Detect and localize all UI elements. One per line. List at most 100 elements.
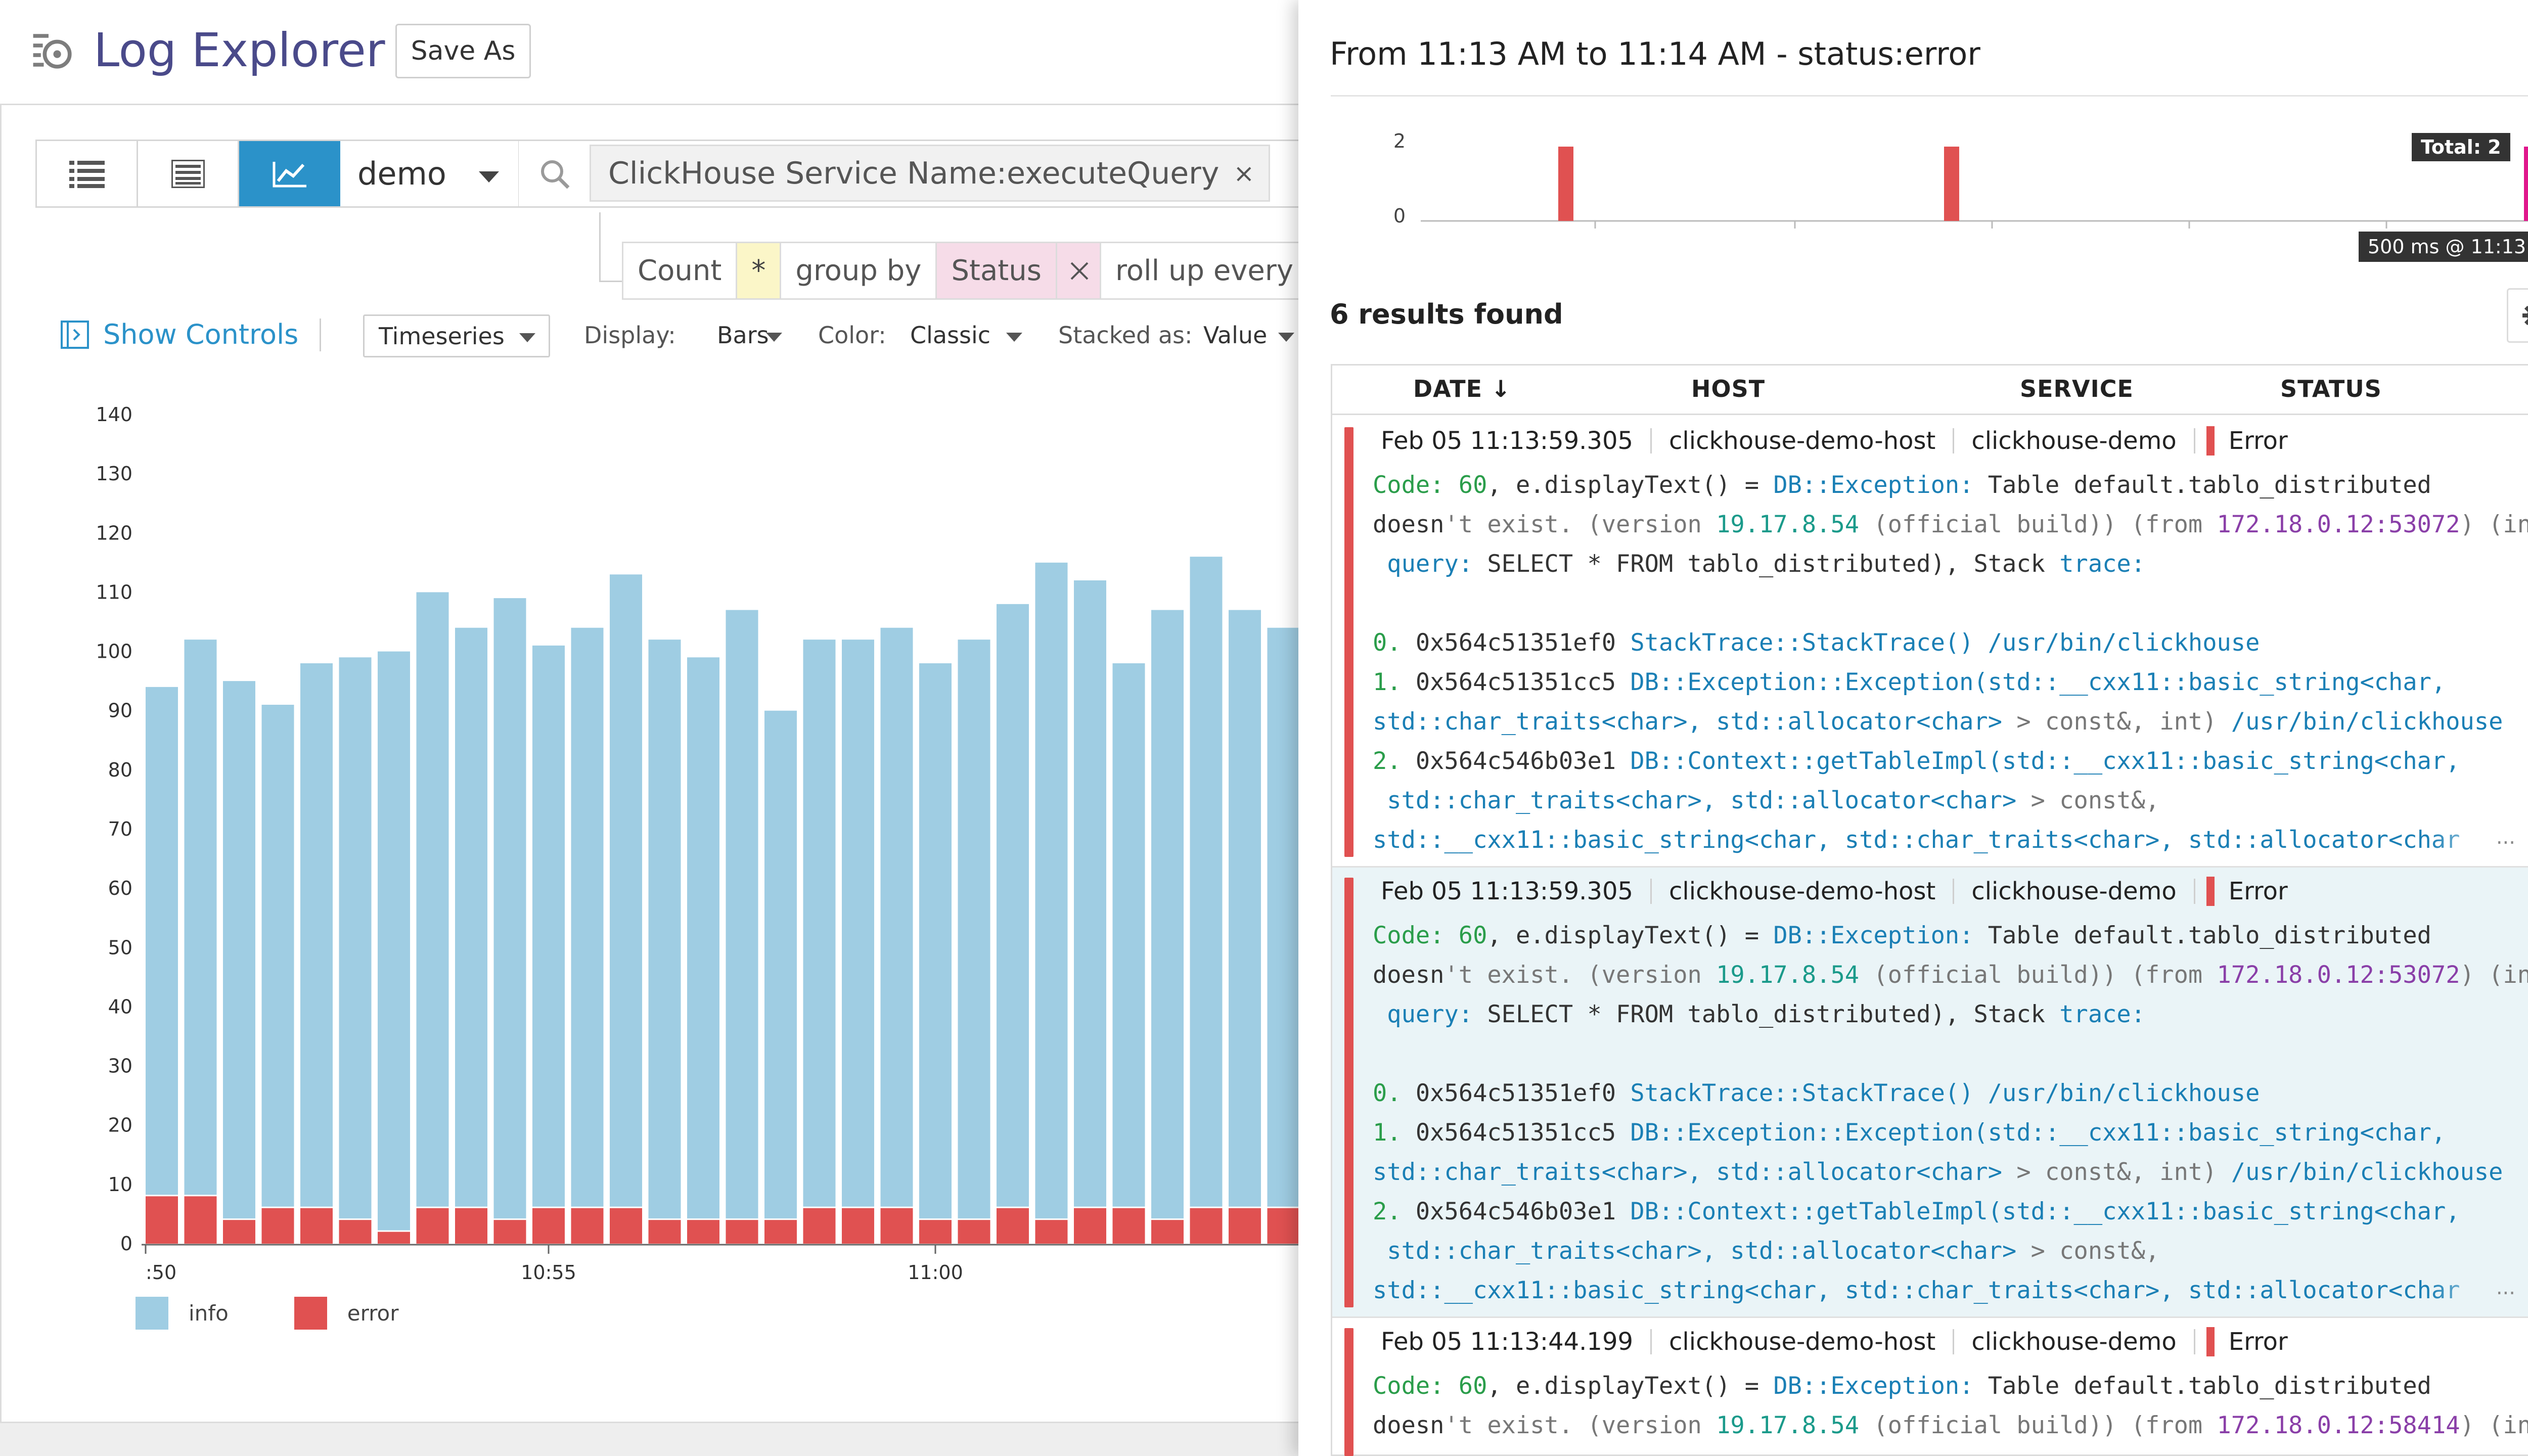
patterns-view-button[interactable]: [138, 141, 239, 206]
bar-info: [1190, 557, 1223, 1207]
bar-error: [493, 1220, 526, 1244]
visualization-select[interactable]: Timeseries: [363, 314, 550, 357]
legend-swatch: [136, 1297, 168, 1330]
y-tick-label: 140: [96, 403, 132, 426]
bar-error: [223, 1220, 255, 1244]
gear-icon: [2522, 305, 2528, 326]
legend-item-info[interactable]: info: [136, 1297, 229, 1330]
log-service: clickhouse-demo: [1971, 877, 2177, 905]
index-value: demo: [357, 155, 446, 192]
bar-error: [958, 1220, 990, 1244]
group-by-value[interactable]: Status: [935, 243, 1056, 298]
status-indicator: [1344, 1328, 1353, 1456]
hist-bar-hovered: [2524, 147, 2528, 221]
list-icon: [69, 160, 105, 188]
log-row[interactable]: Feb 05 11:13:44.199 clickhouse-demo-host…: [1332, 1318, 2528, 1456]
bar-error: [880, 1208, 913, 1244]
save-as-button[interactable]: Save As: [395, 24, 531, 78]
expand-ellipsis[interactable]: ...: [2496, 826, 2515, 849]
bar-error: [571, 1208, 604, 1244]
column-header-service[interactable]: SERVICE: [2020, 375, 2134, 402]
hist-y-tick-2: 2: [1393, 130, 1406, 152]
histogram-tooltip-time: 500 ms @ 11:13:59: [2359, 232, 2528, 262]
bar-info: [958, 640, 990, 1219]
bar-error: [378, 1232, 410, 1244]
stacked-select[interactable]: Value: [1203, 322, 1268, 349]
log-row[interactable]: Feb 05 11:13:59.305 clickhouse-demo-host…: [1332, 868, 2528, 1317]
bar-info: [184, 640, 217, 1195]
bar-info: [610, 574, 642, 1207]
y-tick-label: 50: [108, 936, 132, 959]
bar-error: [803, 1208, 836, 1244]
index-select[interactable]: demo: [340, 140, 520, 208]
y-tick-label: 100: [96, 641, 132, 663]
error-histogram: 2 0: [1393, 130, 2528, 229]
bar-info: [455, 627, 487, 1207]
panel-title: From 11:13 AM to 11:14 AM - status:error: [1330, 35, 1980, 72]
log-row[interactable]: Feb 05 11:13:59.305 clickhouse-demo-host…: [1332, 417, 2528, 867]
display-select[interactable]: Bars: [717, 322, 769, 349]
bar-error: [300, 1208, 333, 1244]
table-settings-button[interactable]: [2507, 288, 2528, 343]
query-chip[interactable]: ClickHouse Service Name:executeQuery ×: [590, 145, 1271, 202]
expand-ellipsis[interactable]: ...: [2496, 1276, 2515, 1299]
legend-item-error[interactable]: error: [294, 1297, 398, 1330]
log-service: clickhouse-demo: [1971, 427, 2177, 455]
color-label: Color:: [818, 322, 886, 349]
column-header-date[interactable]: DATE ↓: [1413, 375, 1511, 402]
bar-info: [997, 604, 1029, 1207]
y-tick-label: 30: [108, 1055, 132, 1077]
status-indicator: [1344, 427, 1353, 857]
bar-error: [842, 1208, 874, 1244]
hist-bar: [1944, 147, 1959, 221]
bar-info: [764, 710, 797, 1219]
y-tick-label: 130: [96, 463, 132, 485]
query-chip-label: ClickHouse Service Name:executeQuery: [608, 155, 1220, 191]
patterns-icon: [171, 159, 205, 188]
show-controls-toggle[interactable]: Show Controls: [61, 318, 298, 350]
bar-error: [764, 1220, 797, 1244]
color-select[interactable]: Classic: [910, 322, 991, 349]
column-header-host[interactable]: HOST: [1691, 375, 1766, 402]
bar-info: [726, 610, 758, 1219]
chevron-down-icon: [766, 333, 782, 342]
timeseries-view-button[interactable]: [239, 141, 340, 206]
y-tick-label: 10: [108, 1173, 132, 1196]
count-function[interactable]: Count * group by Status: [622, 242, 1103, 300]
count-measure[interactable]: *: [736, 243, 782, 298]
log-host: clickhouse-demo-host: [1669, 427, 1936, 455]
column-header-status[interactable]: STATUS: [2280, 375, 2382, 402]
row-divider: [1332, 866, 2528, 868]
log-row-meta: Feb 05 11:13:44.199 clickhouse-demo-host…: [1381, 1327, 2288, 1356]
show-controls-label: Show Controls: [103, 318, 299, 350]
rollup-function[interactable]: roll up every: [1100, 242, 1322, 300]
page-title: Log Explorer: [94, 23, 385, 77]
bar-error: [1267, 1208, 1300, 1244]
log-message: Code: 60, e.displayText() = DB::Exceptio…: [1373, 471, 2528, 854]
bar-info: [223, 681, 255, 1219]
bar-info: [493, 598, 526, 1219]
y-tick-label: 70: [108, 818, 132, 840]
search-icon: [541, 160, 570, 189]
row-divider: [1332, 1316, 2528, 1318]
bar-error: [726, 1220, 758, 1244]
group-by-label: group by: [795, 254, 922, 287]
divider: [320, 318, 321, 351]
close-icon: [1070, 262, 1089, 280]
x-tick-label: :50: [146, 1261, 176, 1284]
remove-group-by-button[interactable]: [1055, 243, 1102, 298]
list-view-button[interactable]: [37, 141, 138, 206]
remove-chip-icon[interactable]: ×: [1233, 158, 1255, 188]
bar-info: [1074, 580, 1106, 1207]
bar-info: [261, 705, 294, 1207]
bar-error: [416, 1208, 449, 1244]
y-tick-label: 0: [120, 1233, 132, 1255]
legend-label: info: [189, 1301, 229, 1326]
hist-y-tick-0: 0: [1393, 205, 1406, 227]
view-toggle: [35, 140, 342, 208]
y-tick-label: 40: [108, 995, 132, 1018]
bar-info: [919, 663, 952, 1219]
chart-legend: info error: [136, 1297, 464, 1330]
log-message: Code: 60, e.displayText() = DB::Exceptio…: [1373, 1372, 2528, 1439]
chevron-down-icon: [1006, 333, 1022, 342]
